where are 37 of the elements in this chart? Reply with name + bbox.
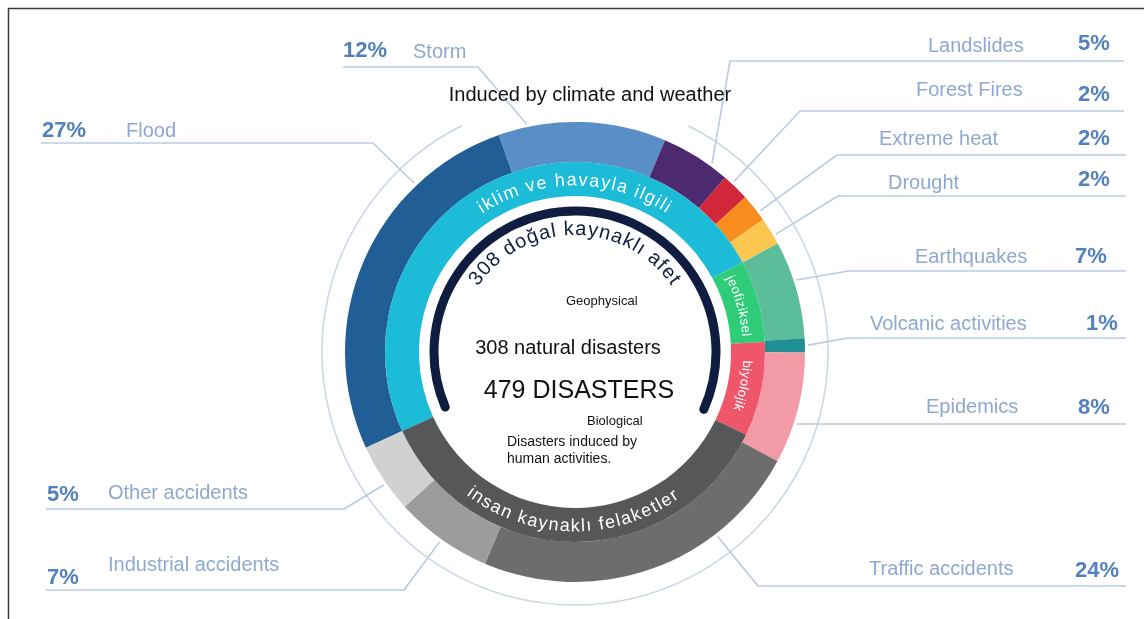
slice-label: Forest Fires — [916, 78, 1023, 100]
data-label: 2% — [1078, 81, 1110, 106]
slice-label: iklim ve havayla ilgili — [473, 169, 677, 218]
data-label: 12% — [343, 37, 388, 62]
donut-slice — [730, 219, 778, 263]
text: Biological — [587, 413, 643, 428]
donut-slice — [715, 197, 763, 243]
slice-label: Traffic accidents — [869, 557, 1014, 579]
text: Disasters induced by human activities. — [507, 433, 637, 467]
slice-label: Storm — [413, 40, 467, 62]
slice-label: Extreme heat — [879, 127, 999, 149]
data-label: 24% — [1075, 557, 1120, 582]
slice-label: Earthquakes — [915, 245, 1028, 267]
data-label: 2% — [1078, 166, 1110, 191]
donut-slice — [365, 431, 435, 507]
data-label: 8% — [1078, 394, 1110, 419]
data-label: 1% — [1086, 310, 1118, 335]
slice-label: Epidemics — [926, 395, 1019, 417]
slice-label: Flood — [126, 119, 177, 141]
slice-label: Volcanic activities — [870, 312, 1027, 334]
slice-label: Landslides — [928, 34, 1024, 56]
donut-slice — [402, 416, 747, 542]
data-label: 5% — [1078, 30, 1110, 55]
text: Induced by climate and weather — [448, 83, 732, 105]
donut-slice — [764, 338, 805, 353]
text: 308 natural disasters — [475, 336, 661, 358]
data-label: 27% — [42, 117, 87, 142]
text: Geophysical — [566, 293, 638, 308]
text: 479 DISASTERS — [483, 375, 675, 403]
data-label: 7% — [1075, 243, 1107, 268]
slice-label: Drought — [888, 171, 960, 193]
data-label: 7% — [47, 564, 79, 589]
slice-label: Other accidents — [108, 481, 249, 503]
slice-label: Industrial accidents — [108, 553, 280, 575]
data-label: 5% — [47, 481, 79, 506]
data-label: 2% — [1078, 125, 1110, 150]
donut-slice — [698, 177, 746, 225]
